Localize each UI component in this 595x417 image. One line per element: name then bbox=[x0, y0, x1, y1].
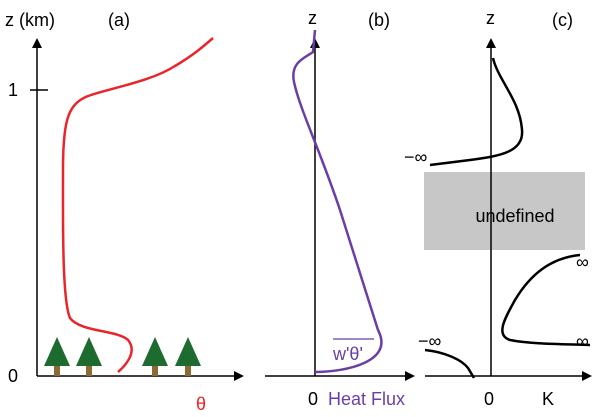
undefined-region bbox=[424, 172, 585, 250]
axis-label: z bbox=[486, 8, 495, 28]
axis-label: z bbox=[308, 8, 317, 28]
infinity-label: −∞ bbox=[404, 147, 428, 167]
heat-flux-profile bbox=[292, 29, 383, 374]
axis-label: K bbox=[542, 389, 554, 409]
infinity-label: ∞ bbox=[576, 331, 589, 351]
panel-a: z (km) (a) 1 0 θ bbox=[5, 10, 244, 414]
box-label: undefined bbox=[475, 206, 554, 226]
tick-label: 1 bbox=[8, 80, 18, 100]
axis-label: θ bbox=[196, 394, 206, 414]
tick-label: 0 bbox=[484, 389, 494, 409]
curve-label: w'θ' bbox=[332, 344, 363, 364]
infinity-label: ∞ bbox=[576, 252, 589, 272]
axis-label: z (km) bbox=[5, 10, 55, 30]
panel-c: z (c) −∞ undefined ∞ −∞ ∞ 0 K bbox=[404, 8, 592, 409]
panel-label: (c) bbox=[552, 10, 573, 30]
tick-label: 0 bbox=[308, 389, 318, 409]
theta-profile bbox=[61, 37, 214, 373]
infinity-label: −∞ bbox=[418, 331, 442, 351]
panel-label: (b) bbox=[368, 10, 390, 30]
panel-label: (a) bbox=[108, 10, 130, 30]
panel-b: z (b) w'θ' 0 Heat Flux bbox=[265, 8, 415, 409]
axis-label: Heat Flux bbox=[328, 389, 405, 409]
k-profile bbox=[424, 57, 591, 379]
tick-label: 0 bbox=[8, 366, 18, 386]
trees bbox=[44, 337, 201, 376]
